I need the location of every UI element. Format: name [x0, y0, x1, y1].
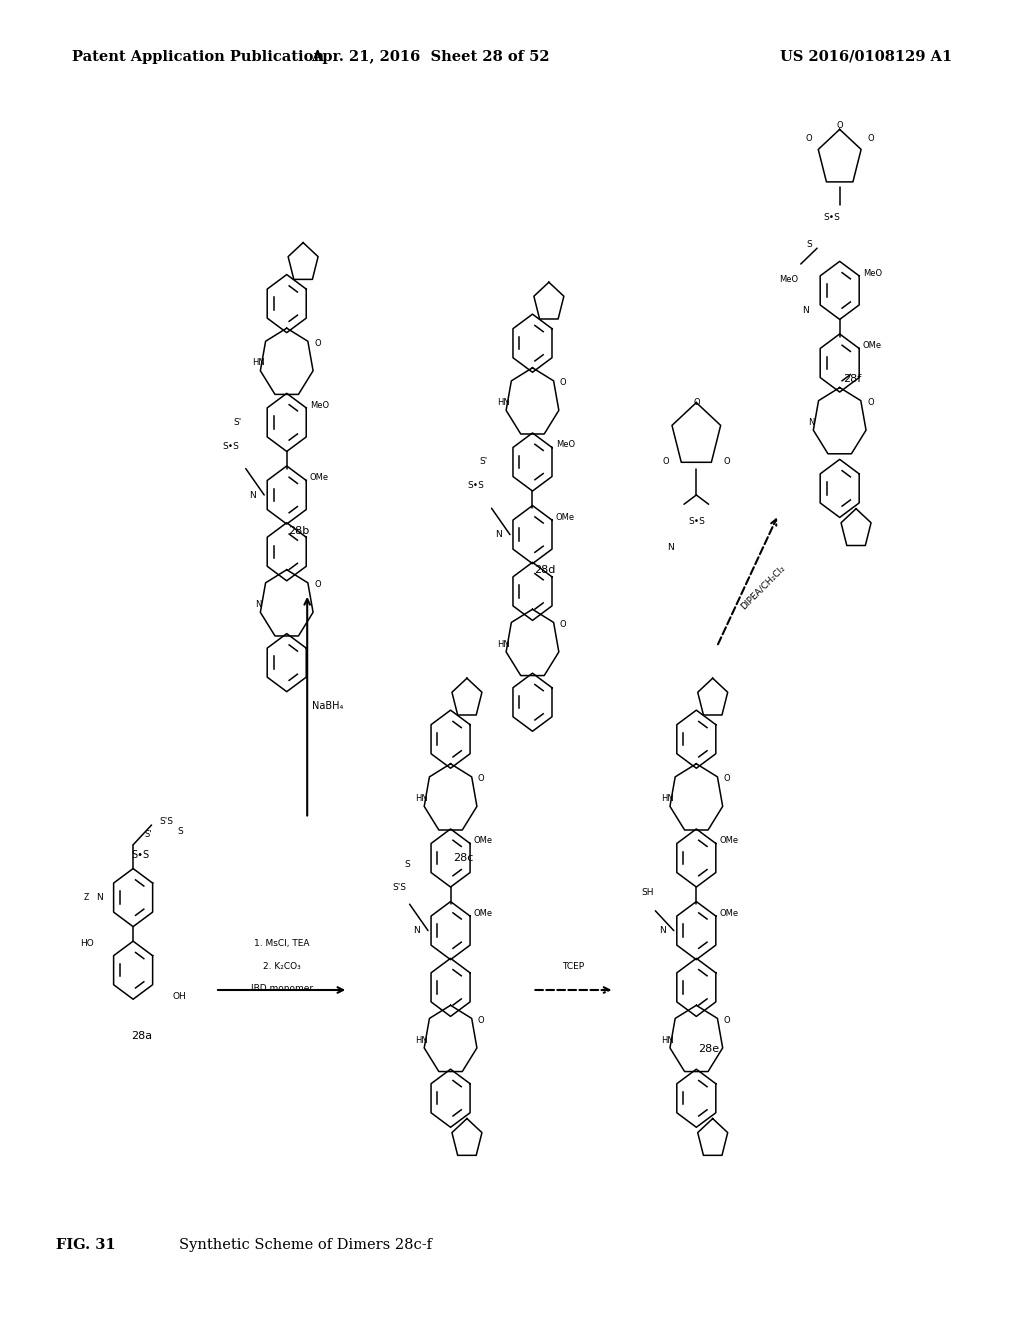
Text: 2. K₂CO₃: 2. K₂CO₃ — [263, 962, 300, 970]
Text: S: S — [177, 828, 183, 836]
Text: OMe: OMe — [474, 909, 493, 917]
Text: O: O — [478, 1016, 484, 1024]
Text: S'S: S'S — [392, 883, 407, 891]
Text: OMe: OMe — [863, 342, 882, 350]
Text: 28b: 28b — [289, 525, 309, 536]
Text: MeO: MeO — [779, 276, 798, 284]
Text: OMe: OMe — [720, 837, 738, 845]
Text: O: O — [560, 379, 566, 387]
Text: HN: HN — [416, 1036, 428, 1044]
Text: HN: HN — [498, 399, 510, 407]
Text: Z: Z — [83, 894, 89, 902]
Text: S•S: S•S — [688, 517, 705, 525]
Text: S: S — [806, 240, 812, 248]
Text: O: O — [314, 581, 321, 589]
Text: S': S' — [479, 458, 487, 466]
Text: N: N — [96, 894, 102, 902]
Text: N: N — [668, 544, 674, 552]
Text: HN: HN — [662, 795, 674, 803]
Text: S•S: S•S — [823, 214, 840, 222]
Text: MeO: MeO — [863, 269, 882, 277]
Text: O: O — [478, 775, 484, 783]
Text: DIPEA/CH₂Cl₂: DIPEA/CH₂Cl₂ — [739, 564, 786, 611]
Text: Synthetic Scheme of Dimers 28c-f: Synthetic Scheme of Dimers 28c-f — [179, 1238, 432, 1251]
Text: 28e: 28e — [698, 1044, 719, 1055]
Text: O: O — [663, 458, 669, 466]
Text: Patent Application Publication: Patent Application Publication — [72, 50, 324, 63]
Text: O: O — [724, 458, 730, 466]
Text: N: N — [496, 531, 502, 539]
Text: 28d: 28d — [535, 565, 555, 576]
Text: FIG. 31: FIG. 31 — [56, 1238, 116, 1251]
Text: OMe: OMe — [556, 513, 574, 521]
Text: Apr. 21, 2016  Sheet 28 of 52: Apr. 21, 2016 Sheet 28 of 52 — [310, 50, 550, 63]
Text: 1. MsCl, TEA: 1. MsCl, TEA — [254, 940, 309, 948]
Text: O: O — [867, 135, 873, 143]
Text: MeO: MeO — [310, 401, 329, 409]
Text: S•S: S•S — [131, 850, 150, 861]
Text: N: N — [808, 418, 814, 426]
Text: OH: OH — [172, 993, 185, 1001]
Text: S•S: S•S — [222, 442, 239, 450]
Text: S'S: S'S — [159, 817, 173, 825]
Text: O: O — [837, 121, 843, 129]
Text: HO: HO — [81, 940, 94, 948]
Text: O: O — [806, 135, 812, 143]
Text: OMe: OMe — [474, 837, 493, 845]
Text: N: N — [414, 927, 420, 935]
Text: HN: HN — [252, 359, 264, 367]
Text: 28f: 28f — [843, 374, 861, 384]
Text: O: O — [724, 1016, 730, 1024]
Text: OMe: OMe — [720, 909, 738, 917]
Text: N: N — [255, 601, 261, 609]
Text: S: S — [404, 861, 411, 869]
Text: S': S' — [233, 418, 242, 426]
Text: S': S' — [144, 830, 153, 838]
Text: O: O — [867, 399, 873, 407]
Text: S•S: S•S — [468, 482, 484, 490]
Text: 28c: 28c — [453, 853, 473, 863]
Text: HN: HN — [498, 640, 510, 648]
Text: MeO: MeO — [556, 441, 574, 449]
Text: HN: HN — [416, 795, 428, 803]
Text: N: N — [659, 927, 666, 935]
Text: O: O — [724, 775, 730, 783]
Text: O: O — [314, 339, 321, 347]
Text: US 2016/0108129 A1: US 2016/0108129 A1 — [780, 50, 952, 63]
Text: 28a: 28a — [131, 1031, 152, 1041]
Text: O: O — [560, 620, 566, 628]
Text: N: N — [250, 491, 256, 499]
Text: NaBH₄: NaBH₄ — [312, 701, 343, 711]
Text: N: N — [803, 306, 809, 314]
Text: OMe: OMe — [310, 474, 329, 482]
Text: SH: SH — [641, 888, 653, 896]
Text: TCEP: TCEP — [562, 962, 585, 970]
Text: HN: HN — [662, 1036, 674, 1044]
Text: IBD monomer: IBD monomer — [251, 985, 312, 993]
Text: O: O — [693, 399, 699, 407]
